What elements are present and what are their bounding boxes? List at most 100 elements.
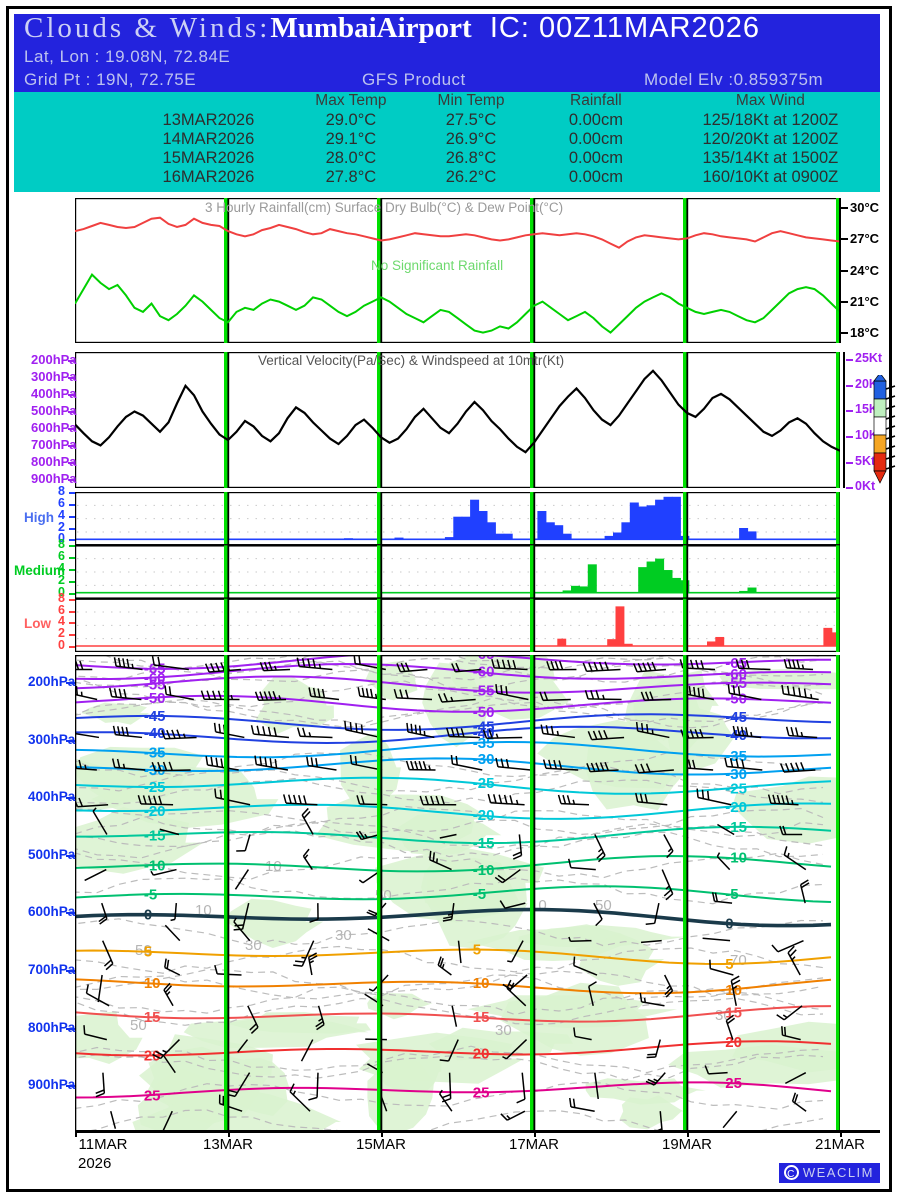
cell-max-temp: 27.8°C xyxy=(325,168,377,186)
svg-text:-5: -5 xyxy=(144,886,157,903)
svg-text:10: 10 xyxy=(144,975,161,992)
product-text: GFS Product xyxy=(362,70,466,89)
temp-y-tick: 27°C xyxy=(850,231,880,247)
vvel-y-tick: 800hPa xyxy=(31,453,77,469)
vvel-y-tick: 600hPa xyxy=(31,419,77,435)
x-axis-label: 15MAR xyxy=(355,1136,407,1153)
svg-text:-30: -30 xyxy=(725,766,747,783)
main-y-tick: 600hPa xyxy=(28,904,76,920)
cloud-tick-mark xyxy=(69,515,75,518)
wind-scale-tick: 5Kt xyxy=(855,453,876,468)
cloud-y-tick: 0 xyxy=(58,584,65,599)
temp-panel-title: 3 Hourly Rainfall(cm) Surface Dry Bulb(°… xyxy=(205,200,564,215)
col-header-max-wind: Max Wind xyxy=(735,92,805,109)
cloud-y-tick: 2 xyxy=(58,572,65,587)
cell-min-temp: 26.2°C xyxy=(445,168,497,186)
cell-max-temp: 28.0°C xyxy=(325,149,377,167)
table-row: 16MAR2026 27.8°C 26.2°C 0.00cm 160/10Kt … xyxy=(126,168,880,187)
weaclim-label: WEACLIM xyxy=(802,1165,874,1180)
main-y-tick: 400hPa xyxy=(28,789,76,805)
wind-tick-mark xyxy=(846,384,853,387)
svg-text:-10: -10 xyxy=(144,857,166,874)
x-axis-year: 2026 xyxy=(78,1155,112,1172)
temp-y-tick: 30°C xyxy=(850,200,880,216)
vvel-tick-mark xyxy=(68,359,75,362)
main-tick-mark xyxy=(66,739,75,742)
summary-table: Max Temp Min Temp Rainfall Max Wind 13MA… xyxy=(126,92,880,187)
col-header-min-temp: Min Temp xyxy=(437,92,505,109)
x-tick-mark xyxy=(840,1130,842,1137)
cloud-tick-mark xyxy=(69,557,75,560)
table-header-row: Max Temp Min Temp Rainfall Max Wind xyxy=(126,92,880,111)
svg-text:50: 50 xyxy=(135,942,152,959)
svg-text:-60: -60 xyxy=(725,666,747,683)
title-ic xyxy=(472,12,490,44)
svg-text:15: 15 xyxy=(725,1004,742,1021)
svg-text:5: 5 xyxy=(473,942,481,959)
page-title: Clouds & Winds:MumbaiAirport IC: 00Z11MA… xyxy=(24,12,760,45)
cloud-y-tick: 8 xyxy=(58,537,65,552)
cloud-tick-mark xyxy=(69,622,75,625)
svg-text:-20: -20 xyxy=(725,799,747,816)
svg-text:-35: -35 xyxy=(144,744,166,761)
col-header-max-temp: Max Temp xyxy=(315,92,387,109)
title-ic-value: IC: 00Z11MAR2026 xyxy=(489,12,760,44)
vvel-y-tick: 400hPa xyxy=(31,385,77,401)
main-tick-mark xyxy=(66,1085,75,1088)
svg-text:-10: -10 xyxy=(725,850,747,867)
svg-text:25: 25 xyxy=(725,1075,742,1092)
svg-text:10: 10 xyxy=(473,975,490,992)
page-border xyxy=(6,6,892,1192)
svg-text:50: 50 xyxy=(595,897,612,914)
weaclim-watermark: C WEACLIM xyxy=(779,1163,880,1183)
svg-text:-45: -45 xyxy=(144,708,166,725)
x-tick-mark xyxy=(381,1130,383,1137)
main-tick-mark xyxy=(66,682,75,684)
cloud-tick-mark xyxy=(69,503,75,506)
main-tick-mark xyxy=(66,912,75,915)
vvel-tick-mark xyxy=(68,478,75,481)
cloud-y-tick: 8 xyxy=(58,484,65,498)
grid-point-text: Grid Pt : 19N, 72.75E xyxy=(24,70,197,89)
cell-date: 15MAR2026 xyxy=(162,149,255,167)
main-tick-mark xyxy=(66,854,75,857)
cloud-tick-mark xyxy=(69,539,75,542)
title-prefix: Clouds & Winds: xyxy=(24,12,271,44)
vvel-tick-mark xyxy=(68,461,75,464)
svg-text:30: 30 xyxy=(335,927,352,944)
svg-text:25: 25 xyxy=(473,1084,490,1101)
temp-tick-mark xyxy=(840,238,848,241)
col-header-date xyxy=(126,92,291,111)
svg-text:-10: -10 xyxy=(473,862,495,879)
cell-rainfall: 0.00cm xyxy=(568,168,623,186)
cloud-group-label-medium: Medium xyxy=(14,563,66,578)
barb-colorbar-icon xyxy=(873,375,896,484)
cloud-tick-mark xyxy=(69,545,75,548)
cloud-tick-mark xyxy=(69,569,75,571)
svg-text:-35: -35 xyxy=(725,748,747,765)
svg-text:-50: -50 xyxy=(473,704,495,721)
svg-text:-45: -45 xyxy=(725,709,747,726)
table-row: 14MAR2026 29.1°C 26.9°C 0.00cm 120/20Kt … xyxy=(126,130,880,149)
vvel-y-tick: 200hPa xyxy=(31,351,77,367)
svg-text:-55: -55 xyxy=(473,683,495,700)
vvel-y-tick: 300hPa xyxy=(31,368,77,384)
x-axis-line xyxy=(75,1130,880,1133)
vvel-tick-mark xyxy=(68,393,75,396)
vvel-tick-mark xyxy=(68,376,75,379)
cloud-tick-mark xyxy=(69,580,75,583)
cell-max-wind: 120/20Kt at 1200Z xyxy=(702,130,839,148)
svg-text:20: 20 xyxy=(473,1046,490,1063)
svg-text:5: 5 xyxy=(144,944,152,961)
main-y-tick: 500hPa xyxy=(28,846,76,862)
table-row: 13MAR2026 29.0°C 27.5°C 0.00cm 125/18Kt … xyxy=(126,111,880,130)
cell-min-temp: 27.5°C xyxy=(445,111,497,129)
main-y-tick: 700hPa xyxy=(28,962,76,977)
cloud-cover-panels xyxy=(75,492,840,652)
svg-text:-30: -30 xyxy=(473,751,495,768)
svg-text:-15: -15 xyxy=(725,819,747,836)
svg-text:-55: -55 xyxy=(725,675,747,692)
svg-text:25: 25 xyxy=(144,1087,161,1104)
surface-temperature-panel xyxy=(75,198,840,343)
svg-text:-15: -15 xyxy=(144,827,166,844)
